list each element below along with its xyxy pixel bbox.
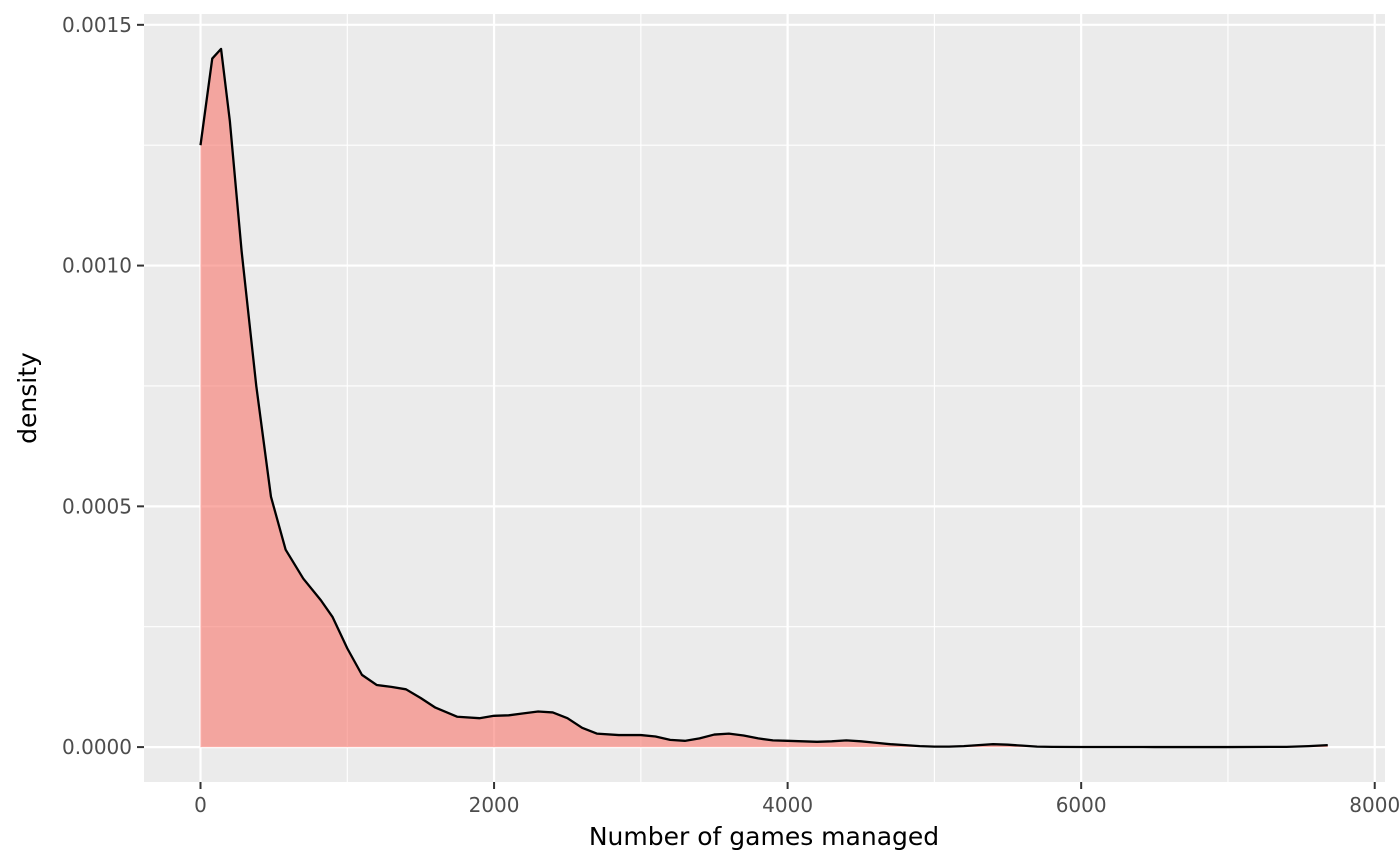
density-line [199,47,1328,749]
minor-gridlines [144,14,1385,782]
x-axis: 0 2000 4000 6000 8000 [194,782,1400,817]
x-tick-label: 6000 [1056,793,1107,817]
y-tick-label: 0.0010 [62,254,132,278]
x-tick-label: 4000 [762,793,813,817]
y-axis-title: density [13,352,42,444]
y-tick-label: 0.0005 [62,494,132,518]
x-tick-label: 0 [194,793,207,817]
y-tick-label: 0.0015 [62,13,132,37]
y-axis: 0.0000 0.0005 0.0010 0.0015 [62,13,144,759]
density-area [200,48,1328,748]
x-tick-label: 2000 [469,793,520,817]
x-tick-label: 8000 [1349,793,1400,817]
y-tick-label: 0.0000 [62,735,132,759]
x-axis-title: Number of games managed [589,822,939,851]
